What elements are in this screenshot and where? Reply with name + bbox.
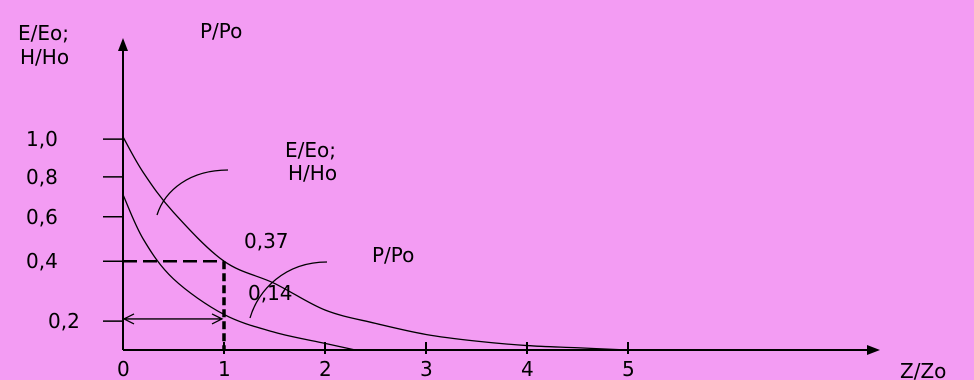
x-tick-label: 4 <box>521 357 534 380</box>
x-tick-label: 0 <box>117 357 130 380</box>
y-tick-label: 0,8 <box>26 165 58 189</box>
leader-line-e-eo <box>156 169 229 216</box>
x-tick-label: 3 <box>420 357 433 380</box>
x-tick-label: 1 <box>218 357 231 380</box>
y-tick-label: 0,4 <box>26 249 58 273</box>
series-label-e-eo-line2: H/Ho <box>288 161 337 185</box>
y-tick-label: 1,0 <box>26 127 58 151</box>
series-label-p-po: P/Po <box>372 243 414 267</box>
x-tick-label: 5 <box>622 357 635 380</box>
y-axis-label-p: P/Po <box>200 19 242 43</box>
series-label-e-eo-line1: E/Eo; <box>285 138 336 162</box>
series-p-po-curve <box>122 194 356 351</box>
series-e-eo-curve <box>122 136 629 351</box>
x-axis-label: Z/Zo <box>900 359 946 380</box>
arrow-head-right <box>211 313 224 325</box>
y-tick-label: 0,6 <box>26 205 58 229</box>
point-label-037: 0,37 <box>244 229 289 253</box>
y-axis-arrowhead <box>118 38 128 51</box>
y-axis-label-line1: E/Eo; <box>18 21 69 45</box>
y-tick-label: 0,2 <box>48 309 80 333</box>
y-axis-label-line2: H/Ho <box>20 45 69 69</box>
point-label-014: 0,14 <box>248 281 293 305</box>
x-tick-label: 2 <box>319 357 332 380</box>
leader-line-p-po <box>249 261 328 319</box>
arrow-head-left <box>122 313 135 325</box>
x-axis-arrowhead <box>867 345 880 355</box>
